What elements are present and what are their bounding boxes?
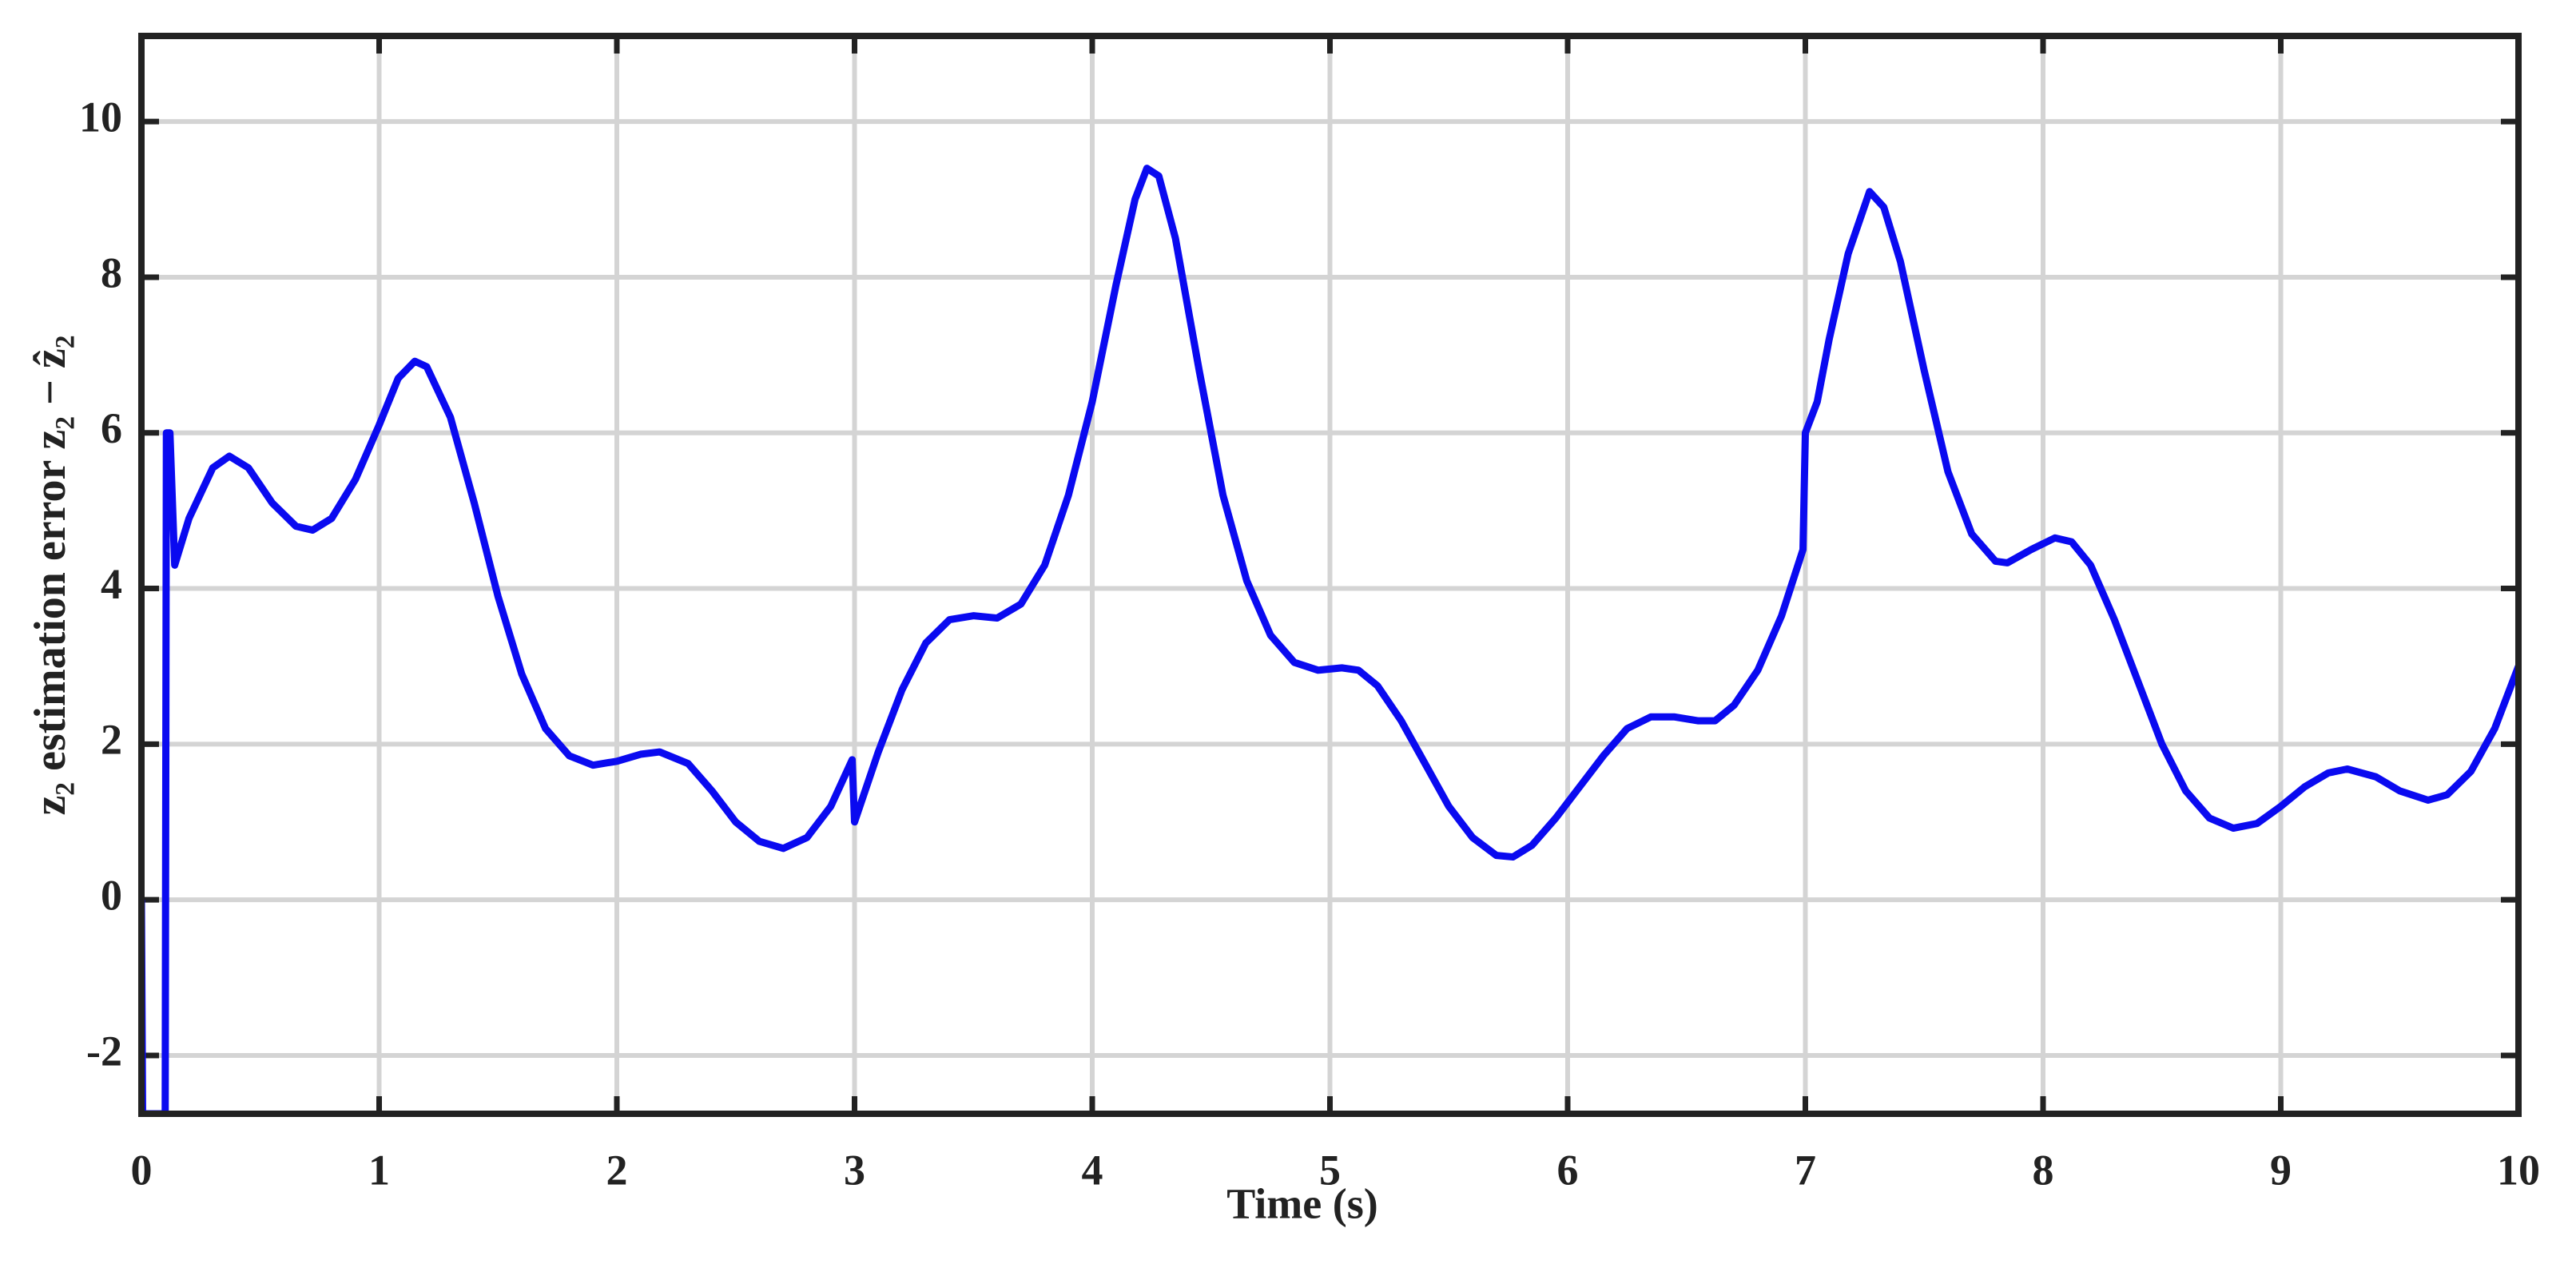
x-tick-label: 3 <box>844 1146 865 1194</box>
y-tick-label: 2 <box>101 716 122 764</box>
x-tick-label: 0 <box>131 1146 153 1194</box>
x-tick-label: 2 <box>606 1146 628 1194</box>
y-tick-label: 6 <box>101 404 122 452</box>
y-tick-label: 0 <box>101 872 122 920</box>
y-tick-label: -2 <box>86 1027 122 1075</box>
data-line <box>141 165 2518 1114</box>
y-tick-label: 10 <box>79 93 122 141</box>
x-tick-label: 9 <box>2270 1146 2292 1194</box>
x-axis-label: Time (s) <box>1226 1179 1377 1227</box>
x-tick-label: 1 <box>368 1146 390 1194</box>
x-tick-label: 7 <box>1795 1146 1816 1194</box>
y-tick-label: 8 <box>101 248 122 296</box>
x-tick-label: 6 <box>1557 1146 1579 1194</box>
y-axis-label: z₂ estimation error z₂ − ẑ₂ <box>26 335 75 815</box>
x-tick-label: 4 <box>1082 1146 1103 1194</box>
y-tick-label: 4 <box>101 560 122 608</box>
x-tick-label: 8 <box>2033 1146 2054 1194</box>
axes-frame <box>138 33 2522 1117</box>
x-tick-label: 10 <box>2497 1146 2540 1194</box>
x-tick-label: 5 <box>1319 1146 1341 1194</box>
